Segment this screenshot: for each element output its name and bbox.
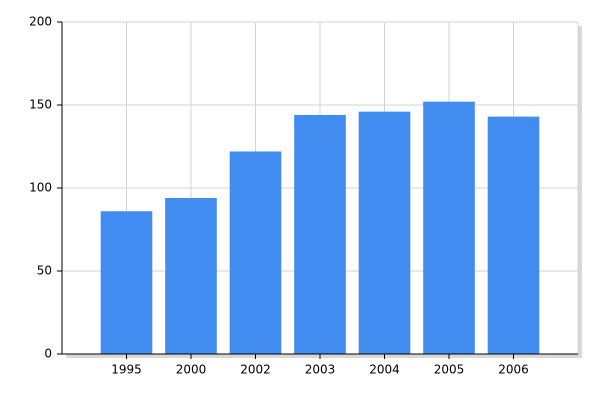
y-tick-label: 150 [29,98,52,112]
bar [165,197,217,354]
bar [487,116,540,355]
y-tick-label: 0 [44,347,52,361]
y-tick-label: 200 [29,15,52,29]
bar [294,114,346,355]
x-tick-label: 2000 [176,363,207,377]
bar [229,151,282,354]
bar [358,111,411,354]
x-tick-label: 1995 [111,363,142,377]
x-tick-label: 2002 [240,363,271,377]
x-tick-label: 2004 [369,363,400,377]
x-tick-label: 2006 [498,363,529,377]
x-tick-label: 2005 [434,363,465,377]
y-tick-label: 50 [37,264,52,278]
y-tick-label: 100 [29,181,52,195]
bar [100,211,153,354]
x-tick-label: 2003 [305,363,336,377]
bar [423,101,475,355]
